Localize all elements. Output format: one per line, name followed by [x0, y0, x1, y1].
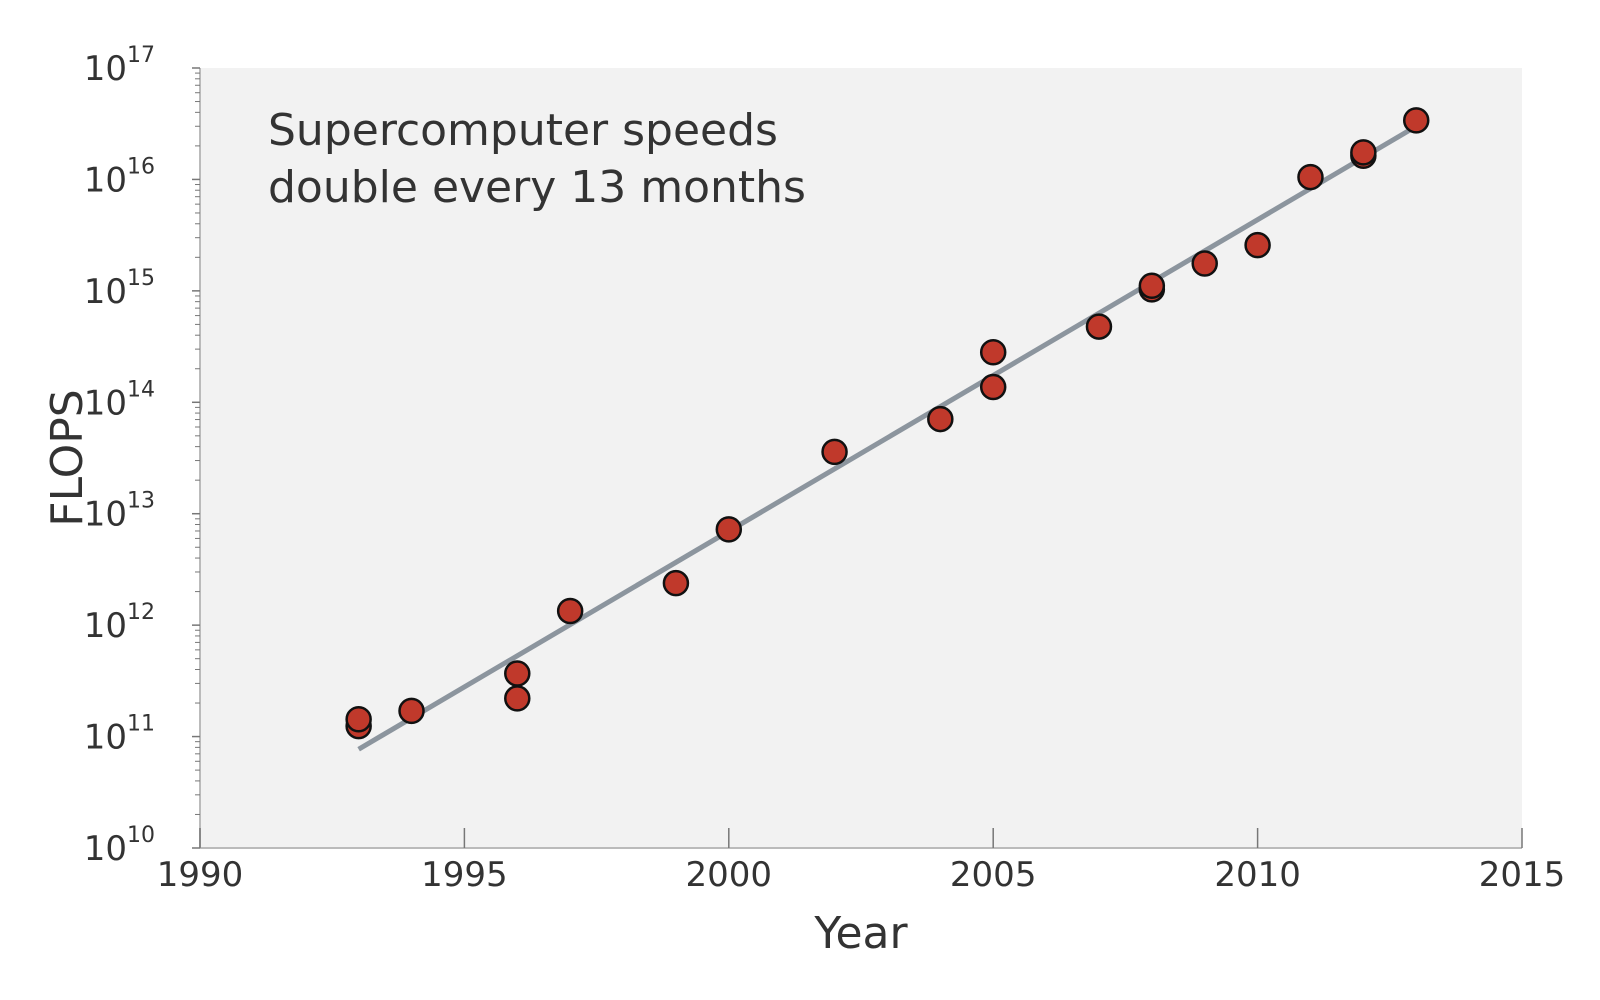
data-point	[979, 373, 1007, 401]
data-point	[1085, 313, 1113, 340]
y-tick-label: 1010	[84, 823, 155, 869]
data-point	[556, 597, 584, 625]
x-tick-label: 2010	[1214, 855, 1301, 895]
x-tick-label: 2000	[686, 855, 773, 895]
y-tick-base: 10	[84, 829, 127, 869]
data-point	[345, 706, 372, 733]
y-tick-base: 10	[84, 49, 127, 89]
y-tick-base: 10	[84, 272, 127, 312]
annotation-line-2: double every 13 months	[268, 162, 806, 213]
data-point	[979, 339, 1007, 366]
y-tick-base: 10	[84, 718, 127, 758]
data-point	[1297, 163, 1324, 191]
y-tick-label: 1011	[84, 712, 155, 758]
data-point	[1402, 107, 1430, 134]
y-tick-label: 1012	[84, 600, 155, 646]
y-tick-exponent: 14	[127, 377, 155, 402]
data-point	[715, 516, 743, 543]
y-tick-exponent: 12	[127, 600, 155, 625]
y-tick-exponent: 13	[127, 489, 155, 514]
data-point	[927, 405, 954, 433]
y-tick-label: 1013	[84, 489, 155, 535]
trend-line	[357, 124, 1418, 752]
data-points	[345, 107, 1430, 740]
y-tick-exponent: 16	[127, 154, 155, 179]
data-point	[1191, 250, 1218, 277]
y-tick-label: 1015	[84, 266, 155, 312]
x-axis-title: Year	[813, 908, 908, 959]
trend-line-group	[357, 124, 1418, 752]
annotation-line-1: Supercomputer speeds	[268, 105, 778, 156]
y-tick-label: 1017	[84, 43, 155, 89]
x-tick-label: 2015	[1479, 855, 1566, 895]
y-tick-label: 1014	[84, 377, 155, 423]
y-tick-base: 10	[84, 383, 127, 423]
y-tick-exponent: 10	[127, 823, 155, 848]
y-axis-title: FLOPS	[42, 389, 93, 526]
y-tick-base: 10	[84, 606, 127, 646]
x-axis: 1990 1995 2000 2005 2010 2015	[157, 828, 1566, 895]
x-tick-label: 2005	[950, 855, 1037, 895]
x-tick-label: 1990	[157, 855, 244, 895]
chart-annotation: Supercomputer speeds double every 13 mon…	[268, 105, 806, 213]
data-point	[1244, 231, 1271, 259]
y-tick-base: 10	[84, 160, 127, 200]
y-tick-base: 10	[84, 495, 127, 535]
data-point	[398, 697, 425, 725]
data-point	[1138, 272, 1166, 300]
data-point	[662, 569, 690, 597]
x-tick-label: 1995	[421, 855, 508, 895]
data-point	[504, 660, 531, 687]
y-tick-exponent: 11	[127, 712, 155, 737]
y-tick-exponent: 15	[127, 266, 155, 291]
y-tick-label: 1016	[84, 154, 155, 200]
data-point	[1350, 139, 1377, 166]
y-tick-exponent: 17	[127, 43, 155, 68]
data-point	[821, 438, 848, 466]
data-point	[504, 685, 531, 712]
